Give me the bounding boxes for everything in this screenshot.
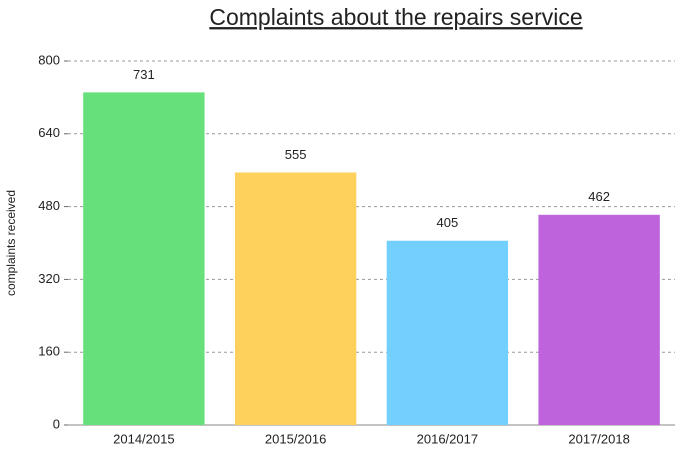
data-label: 555: [285, 147, 307, 162]
chart-title: Complaints about the repairs service: [209, 4, 582, 30]
x-tick-label: 2016/2017: [417, 431, 478, 446]
y-tick-label: 480: [38, 198, 60, 213]
y-tick-label: 0: [53, 416, 60, 431]
x-tick-label: 2015/2016: [265, 431, 326, 446]
y-tick-label: 800: [38, 52, 60, 67]
x-tick-label: 2017/2018: [568, 431, 629, 446]
data-label: 731: [133, 67, 155, 82]
y-axis-label: complaints received: [4, 190, 18, 296]
bar: [538, 214, 660, 425]
bar: [386, 240, 509, 425]
data-label: 405: [437, 215, 459, 230]
y-tick-label: 320: [38, 271, 60, 286]
bar: [83, 92, 205, 426]
data-label: 462: [588, 189, 610, 204]
y-tick-label: 640: [38, 125, 60, 140]
y-tick-label: 160: [38, 344, 60, 359]
bar: [234, 172, 357, 425]
x-tick-label: 2014/2015: [113, 431, 174, 446]
